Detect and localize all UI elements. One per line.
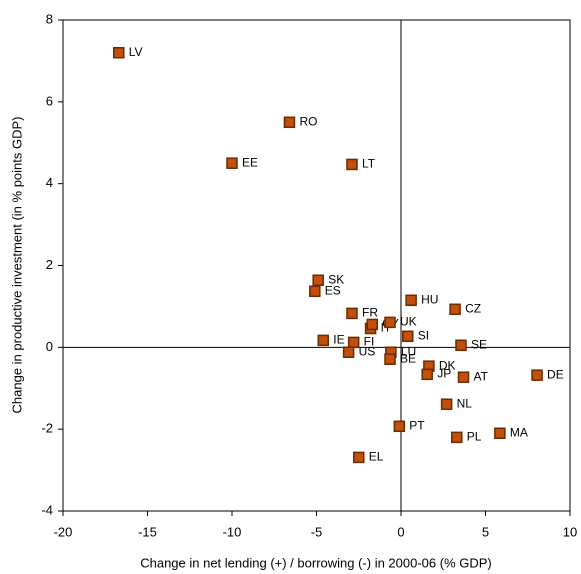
point-label: NL xyxy=(457,396,473,410)
point xyxy=(440,398,453,410)
point-label: LV xyxy=(129,45,143,59)
x-tick-label: -5 xyxy=(311,524,323,539)
point xyxy=(494,427,506,440)
point xyxy=(309,285,321,298)
point xyxy=(531,369,543,381)
point xyxy=(402,330,414,343)
y-tick-label: 4 xyxy=(46,175,53,190)
point xyxy=(451,431,463,444)
point xyxy=(317,334,330,347)
point xyxy=(384,353,396,365)
y-tick-label: 6 xyxy=(46,93,53,108)
x-axis-label: Change in net lending (+) / borrowing (-… xyxy=(140,555,492,570)
point-label: LU xyxy=(401,344,416,358)
point xyxy=(353,451,365,464)
point xyxy=(384,316,396,329)
x-tick-label: 10 xyxy=(563,524,577,539)
point-label: US xyxy=(359,344,376,358)
point-label: HU xyxy=(421,292,438,306)
point xyxy=(283,116,296,129)
point xyxy=(347,336,360,349)
x-tick-label: -10 xyxy=(223,524,242,539)
point-label: DK xyxy=(439,358,456,372)
y-tick-label: -2 xyxy=(41,421,53,436)
point-label: PT xyxy=(409,418,425,432)
point-label: RO xyxy=(299,114,317,128)
point-label: LT xyxy=(362,157,376,171)
y-tick-label: 0 xyxy=(46,339,53,354)
point-label: IE xyxy=(333,333,344,347)
point-label: SK xyxy=(328,272,344,286)
y-tick-label: -4 xyxy=(41,502,53,517)
point xyxy=(366,318,379,331)
point xyxy=(455,339,467,352)
point-label: AT xyxy=(474,369,489,383)
point xyxy=(346,307,358,320)
point-label: FI xyxy=(364,335,375,349)
y-axis-label: Change in productive investment (in % po… xyxy=(9,117,24,414)
x-tick-label: -20 xyxy=(54,524,73,539)
x-tick-label: 0 xyxy=(397,524,404,539)
point-label: ES xyxy=(325,283,341,297)
point-label: EL xyxy=(369,450,384,464)
y-tick-label: 2 xyxy=(46,257,53,272)
point xyxy=(449,303,461,316)
point-label: UK xyxy=(400,315,417,329)
point xyxy=(342,346,355,358)
point xyxy=(346,158,358,171)
x-tick-label: 5 xyxy=(482,524,489,539)
point-label: MA xyxy=(510,425,528,439)
point-label: PL xyxy=(467,430,482,444)
point xyxy=(457,371,470,383)
point-label: CZ xyxy=(465,301,481,315)
point-label: JP xyxy=(437,367,451,381)
point xyxy=(113,46,125,59)
point xyxy=(405,294,417,307)
y-tick-label: 8 xyxy=(46,11,53,26)
point-label: BE xyxy=(400,351,416,365)
point xyxy=(421,368,433,381)
x-tick-label: -15 xyxy=(138,524,157,539)
point-label: DE xyxy=(547,367,564,381)
point-label: EE xyxy=(242,155,258,169)
point-label: SI xyxy=(418,328,429,342)
point xyxy=(393,420,406,433)
point-label: FR xyxy=(362,306,378,320)
point xyxy=(226,157,238,169)
point-label: SE xyxy=(471,337,487,351)
point xyxy=(312,274,324,286)
plot-area xyxy=(62,19,571,512)
